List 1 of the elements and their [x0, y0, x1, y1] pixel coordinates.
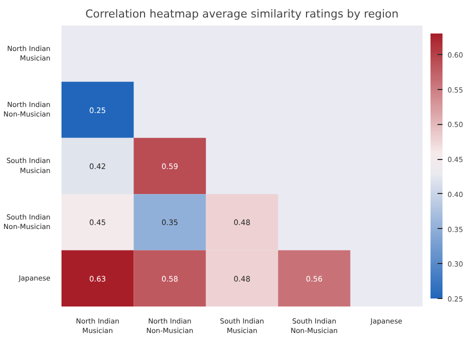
chart-title: Correlation heatmap average similarity ratings by region	[85, 8, 399, 20]
